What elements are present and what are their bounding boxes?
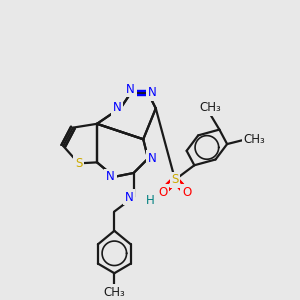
Text: N: N bbox=[106, 170, 115, 183]
Text: N: N bbox=[124, 190, 133, 204]
Text: N: N bbox=[126, 82, 135, 96]
Text: H: H bbox=[146, 194, 154, 207]
Text: CH₃: CH₃ bbox=[200, 101, 222, 114]
Text: H: H bbox=[146, 194, 154, 207]
Text: S: S bbox=[171, 173, 179, 186]
Text: N: N bbox=[113, 101, 122, 114]
Text: CH₃: CH₃ bbox=[200, 101, 222, 114]
Text: CH₃: CH₃ bbox=[243, 133, 265, 146]
Text: N: N bbox=[148, 86, 156, 100]
Text: O: O bbox=[158, 186, 167, 199]
Text: N: N bbox=[106, 170, 115, 183]
Text: CH₃: CH₃ bbox=[103, 286, 125, 299]
Text: N: N bbox=[113, 101, 122, 114]
Text: O: O bbox=[182, 186, 191, 199]
Text: CH₃: CH₃ bbox=[243, 133, 265, 146]
Text: CH₃: CH₃ bbox=[103, 286, 125, 299]
Text: S: S bbox=[75, 157, 82, 170]
Text: S: S bbox=[171, 173, 179, 186]
Text: N: N bbox=[124, 190, 133, 204]
Text: S: S bbox=[75, 157, 82, 170]
Text: O: O bbox=[158, 186, 167, 199]
Text: O: O bbox=[182, 186, 191, 199]
Text: N: N bbox=[148, 152, 156, 165]
Text: N: N bbox=[148, 152, 156, 165]
Text: N: N bbox=[148, 86, 156, 100]
Text: N: N bbox=[126, 82, 135, 96]
